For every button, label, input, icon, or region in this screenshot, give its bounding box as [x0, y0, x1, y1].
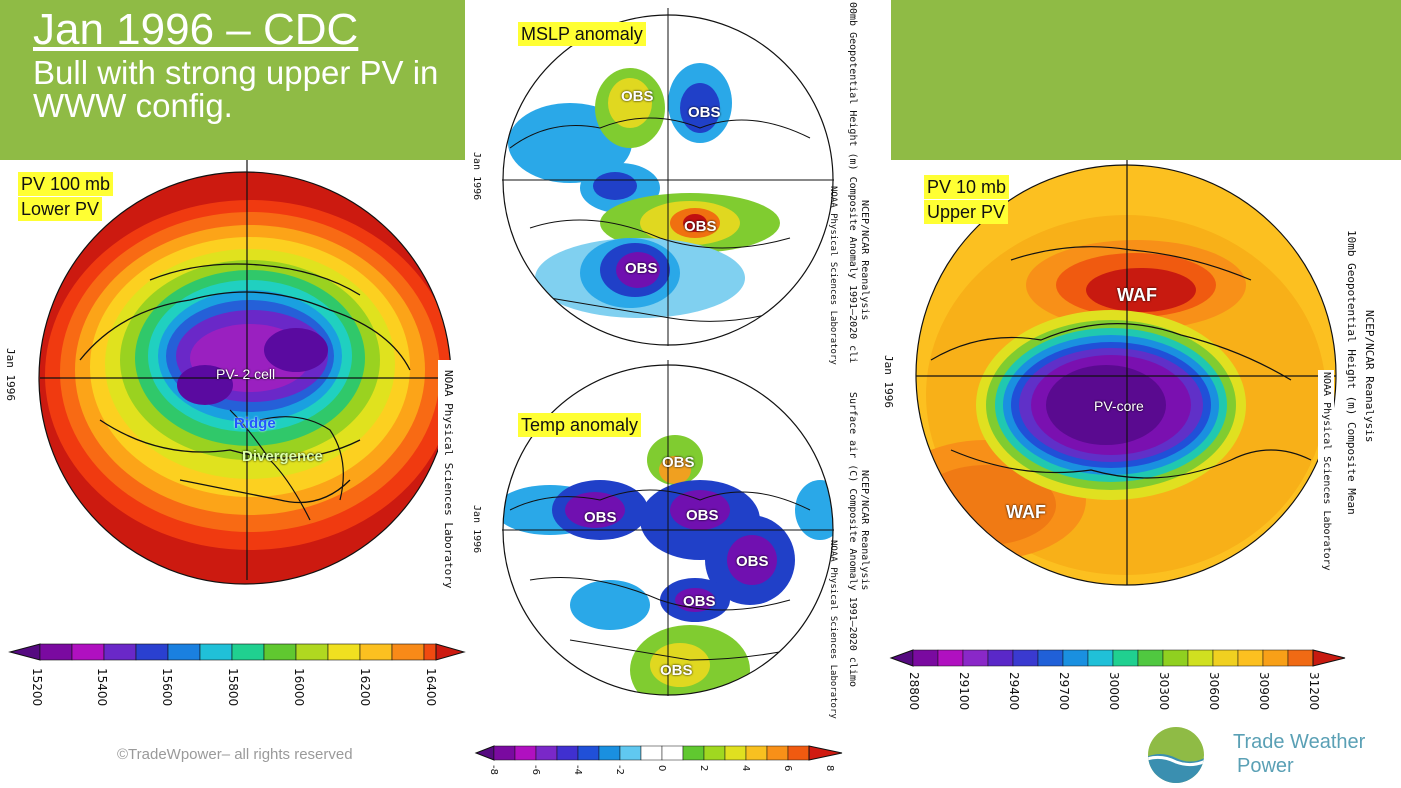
temp-tick: -6 — [530, 765, 541, 775]
mslp-obs: OBS — [625, 260, 658, 277]
temp-tick: 6 — [782, 765, 793, 772]
temp-obs: OBS — [683, 593, 716, 610]
pv10-tick: 30300 — [1157, 672, 1171, 711]
pv10-label-1: PV 10 mb — [924, 175, 1010, 199]
pv10-tick: 30900 — [1257, 672, 1271, 711]
ridge-annotation: Ridge — [234, 415, 276, 432]
temp-tick: 0 — [656, 765, 667, 772]
pv10-label-2: Upper PV — [924, 200, 1009, 224]
pv100-label-2: Lower PV — [18, 197, 103, 221]
divergence-annotation: Divergence — [242, 448, 323, 465]
pv10-credit: NOAA Physical Sciences Laboratory — [1321, 372, 1332, 571]
temp-label: Temp anomaly — [518, 413, 642, 437]
temp-tick: 8 — [824, 765, 835, 772]
pv10-date: Jan 1996 — [882, 355, 895, 408]
temp-header-1: NCEP/NCAR Reanalysis — [859, 470, 870, 591]
temp-tick: -8 — [488, 765, 499, 775]
pv100-tick: 16200 — [358, 668, 372, 707]
temp-obs: OBS — [662, 454, 695, 471]
temp-tick: 4 — [740, 765, 751, 772]
pv100-map — [38, 160, 452, 585]
pv100-tick: 15800 — [226, 668, 240, 707]
brand-name-line-2: Power — [1237, 755, 1294, 777]
pv10-header-1: NCEP/NCAR Reanalysis — [1363, 310, 1376, 443]
mslp-header-1: NCEP/NCAR Reanalysis — [859, 200, 870, 321]
temp-obs: OBS — [686, 507, 719, 524]
mslp-label: MSLP anomaly — [518, 22, 646, 46]
pv10-tick: 30000 — [1107, 672, 1121, 711]
mslp-obs: OBS — [684, 218, 717, 235]
mslp-date: Jan 1996 — [471, 152, 482, 201]
pv10-tick: 29400 — [1007, 672, 1021, 711]
pv10-map — [915, 160, 1337, 586]
brand-name-line-1: Trade Weather — [1233, 731, 1366, 753]
pv100-tick: 15200 — [30, 668, 44, 707]
pv10-tick: 30600 — [1207, 672, 1221, 711]
temp-colorbar — [474, 745, 843, 761]
waf-north-annotation: WAF — [1117, 285, 1157, 305]
mslp-obs: OBS — [688, 104, 721, 121]
pv10-tick: 28800 — [907, 672, 921, 711]
pv10-tick: 29100 — [957, 672, 971, 711]
temp-tick: -2 — [614, 765, 625, 775]
pv100-date: Jan 1996 — [4, 348, 17, 401]
mslp-header-2: 00mb Geopotential Height (m) Composite A… — [847, 2, 858, 364]
pv-2cell-annotation: PV- 2 cell — [216, 366, 276, 382]
pv10-header-2: 10mb Geopotential Height (m) Composite M… — [1345, 230, 1358, 515]
pv100-tick: 16400 — [424, 668, 438, 707]
pv100-label-1: PV 100 mb — [18, 172, 114, 196]
temp-date: Jan 1996 — [471, 505, 482, 554]
temp-map — [502, 360, 834, 696]
pv100-colorbar — [8, 643, 466, 661]
temp-credit: NOAA Physical Sciences Laboratory — [828, 540, 838, 719]
pv100-tick: 16000 — [292, 668, 306, 707]
mslp-obs: OBS — [621, 88, 654, 105]
pv-core-annotation: PV-core — [1094, 398, 1144, 414]
pv10-tick: 31200 — [1307, 672, 1321, 711]
mslp-credit: NOAA Physical Sciences Laboratory — [828, 186, 838, 365]
temp-obs: OBS — [660, 662, 693, 679]
mslp-map — [502, 8, 834, 346]
temp-obs: OBS — [736, 553, 769, 570]
copyright-notice: ©TradeWpower– all rights reserved — [117, 746, 353, 763]
brand-logo-icon — [1148, 727, 1204, 783]
temp-tick: 2 — [698, 765, 709, 772]
temp-tick: -4 — [572, 765, 583, 775]
header-band-left — [0, 0, 465, 160]
pv100-tick: 15400 — [95, 668, 109, 707]
pv10-colorbar — [889, 649, 1346, 667]
temp-header-2: Surface air (C) Composite Anomaly 1991–2… — [847, 392, 858, 688]
pv10-tick: 29700 — [1057, 672, 1071, 711]
page-subtitle: Bull with strong upper PV in WWW config. — [33, 54, 439, 124]
pv100-credit-bg — [438, 360, 456, 580]
pv100-credit: NOAA Physical Sciences Laboratory — [442, 370, 455, 589]
temp-obs: OBS — [584, 509, 617, 526]
pv100-tick: 15600 — [160, 668, 174, 707]
page-title: Jan 1996 – CDC — [33, 5, 359, 54]
pv10-credit-bg — [1318, 370, 1334, 585]
header-band-right — [891, 0, 1401, 160]
waf-west-annotation: WAF — [1006, 502, 1046, 522]
